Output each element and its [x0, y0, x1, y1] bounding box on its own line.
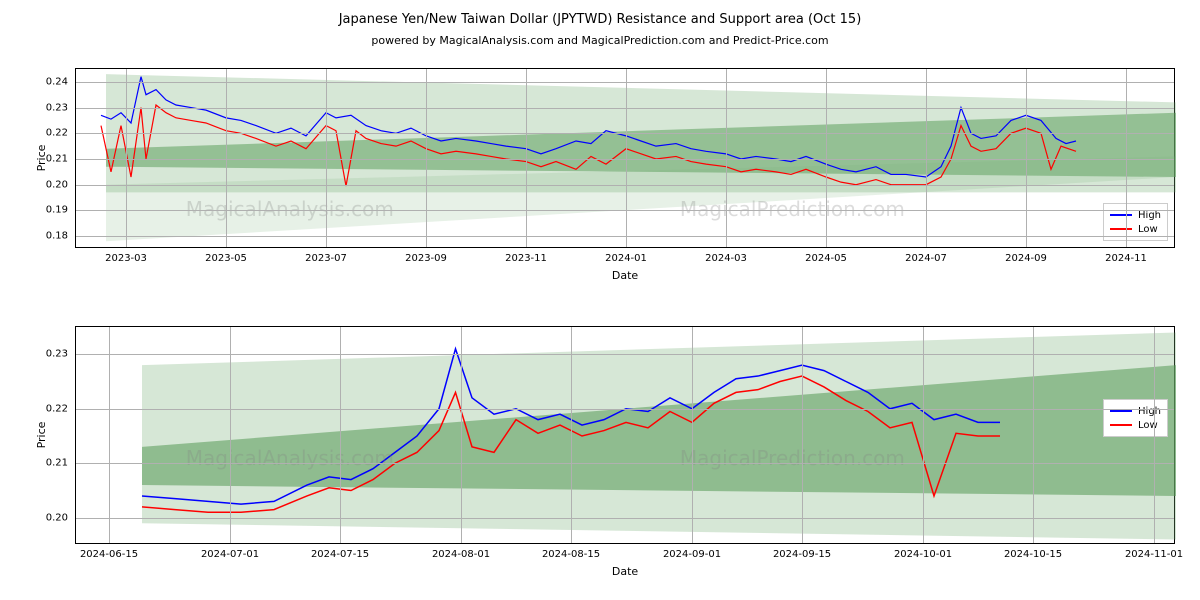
- bottom-chart: Price Date MagicalAnalysis.com MagicalPr…: [75, 326, 1175, 544]
- xtick-label: 2024-07-01: [201, 549, 259, 560]
- top-chart: Price Date MagicalAnalysis.com MagicalPr…: [75, 68, 1175, 248]
- xtick-label: 2024-01: [605, 253, 647, 264]
- legend: HighLow: [1103, 399, 1168, 437]
- ytick-label: 0.20: [46, 512, 68, 523]
- ytick-label: 0.22: [46, 403, 68, 414]
- xtick-label: 2024-11-01: [1125, 549, 1183, 560]
- xtick-label: 2023-05: [205, 253, 247, 264]
- xtick-label: 2024-05: [805, 253, 847, 264]
- xtick-label: 2024-08-15: [542, 549, 600, 560]
- xtick-label: 2024-07-15: [311, 549, 369, 560]
- bottom-chart-canvas: [76, 327, 1176, 545]
- xtick-label: 2024-07: [905, 253, 947, 264]
- chart-subtitle: powered by MagicalAnalysis.com and Magic…: [0, 34, 1200, 47]
- ytick-label: 0.21: [46, 458, 68, 469]
- xtick-label: 2023-03: [105, 253, 147, 264]
- xtick-label: 2024-10-01: [894, 549, 952, 560]
- xtick-label: 2024-09-15: [773, 549, 831, 560]
- ytick-label: 0.21: [46, 154, 68, 165]
- legend-swatch: [1110, 228, 1132, 230]
- xtick-label: 2023-11: [505, 253, 547, 264]
- y-axis-label: Price: [35, 422, 48, 449]
- x-axis-label: Date: [612, 269, 638, 282]
- ytick-label: 0.19: [46, 205, 68, 216]
- ytick-label: 0.23: [46, 102, 68, 113]
- ytick-label: 0.22: [46, 128, 68, 139]
- legend-label: High: [1138, 406, 1161, 417]
- legend-label: Low: [1138, 224, 1158, 235]
- xtick-label: 2024-06-15: [80, 549, 138, 560]
- xtick-label: 2024-03: [705, 253, 747, 264]
- legend-item: Low: [1110, 222, 1161, 236]
- figure: Japanese Yen/New Taiwan Dollar (JPYTWD) …: [0, 0, 1200, 600]
- ytick-label: 0.18: [46, 231, 68, 242]
- xtick-label: 2024-08-01: [432, 549, 490, 560]
- xtick-label: 2024-09: [1005, 253, 1047, 264]
- xtick-label: 2023-07: [305, 253, 347, 264]
- ytick-label: 0.23: [46, 349, 68, 360]
- x-axis-label: Date: [612, 565, 638, 578]
- chart-title: Japanese Yen/New Taiwan Dollar (JPYTWD) …: [0, 12, 1200, 27]
- ytick-label: 0.20: [46, 179, 68, 190]
- xtick-label: 2024-09-01: [663, 549, 721, 560]
- legend-swatch: [1110, 424, 1132, 426]
- legend-swatch: [1110, 410, 1132, 412]
- ytick-label: 0.24: [46, 76, 68, 87]
- xtick-label: 2024-11: [1105, 253, 1147, 264]
- xtick-label: 2023-09: [405, 253, 447, 264]
- xtick-label: 2024-10-15: [1004, 549, 1062, 560]
- legend-swatch: [1110, 214, 1132, 216]
